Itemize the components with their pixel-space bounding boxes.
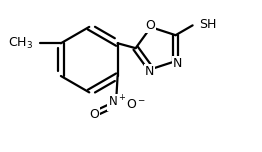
Text: N: N bbox=[173, 57, 182, 70]
Text: N: N bbox=[145, 65, 154, 78]
Text: O: O bbox=[89, 108, 99, 121]
Text: O$^-$: O$^-$ bbox=[125, 98, 146, 111]
Text: CH$_3$: CH$_3$ bbox=[8, 36, 33, 51]
Text: SH: SH bbox=[199, 18, 216, 31]
Text: N$^+$: N$^+$ bbox=[107, 95, 126, 110]
Text: O: O bbox=[145, 19, 155, 31]
